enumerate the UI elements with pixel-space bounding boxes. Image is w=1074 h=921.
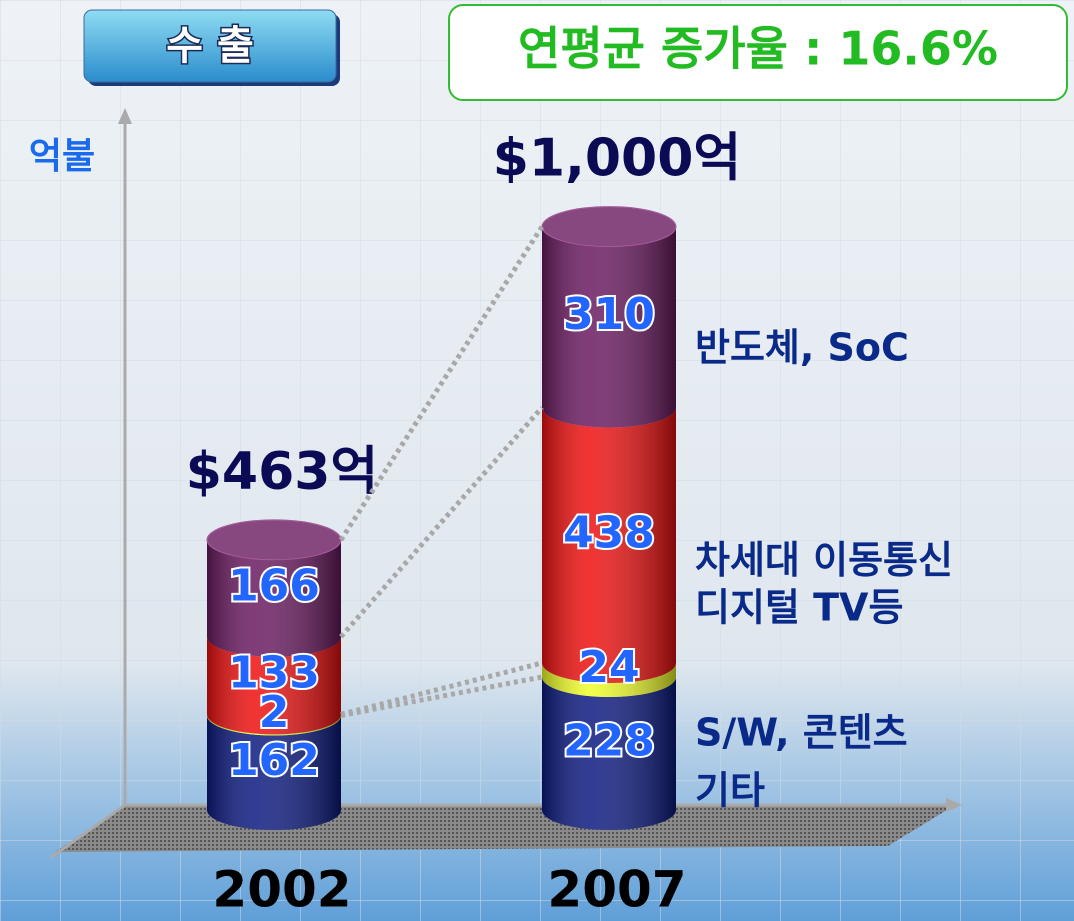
legend-label: 반도체, SoC	[695, 326, 909, 370]
connector	[339, 405, 544, 639]
legend-label: 기타	[695, 769, 765, 813]
connector	[340, 660, 543, 717]
value-label: 133	[228, 648, 320, 699]
bar-top-light	[542, 206, 676, 247]
bar-shade	[542, 677, 676, 830]
bar-shade	[542, 407, 676, 683]
bar-shade	[207, 539, 341, 657]
y-axis-arrow	[118, 108, 132, 124]
annotation: 연평균 증가율 : 16.6%	[518, 22, 998, 76]
total-label: $463억	[186, 442, 379, 502]
value-label: 310	[563, 289, 655, 340]
bar-shade	[542, 226, 676, 428]
legend-label: 차세대 이동통신 디지털 TV등	[695, 538, 953, 630]
x-tick-label: 2007	[547, 861, 686, 919]
value-label: 166	[228, 560, 320, 611]
bar-shade	[542, 663, 676, 697]
connector	[340, 674, 543, 718]
bar-shade	[207, 715, 341, 830]
value-label: 438	[563, 507, 655, 558]
floor	[55, 805, 955, 852]
y-axis-label: 억불	[29, 136, 95, 177]
x-axis-arrow	[946, 798, 962, 812]
value-label: 162	[228, 735, 320, 786]
chart-title: 수 출	[166, 23, 254, 69]
value-label: 2	[259, 687, 290, 738]
bar-shade	[207, 636, 341, 735]
bar-top-light	[207, 519, 341, 560]
annotation-box	[448, 4, 1068, 101]
value-label: 228	[563, 716, 655, 767]
total-label: $1,000억	[493, 129, 742, 189]
legend-label: S/W, 콘텐츠	[695, 711, 908, 755]
x-tick-label: 2002	[212, 861, 351, 919]
depth-axis	[49, 803, 126, 860]
connector	[338, 225, 545, 542]
value-label: 24	[578, 642, 639, 693]
header-box	[83, 9, 337, 83]
bar-top	[541, 206, 677, 248]
